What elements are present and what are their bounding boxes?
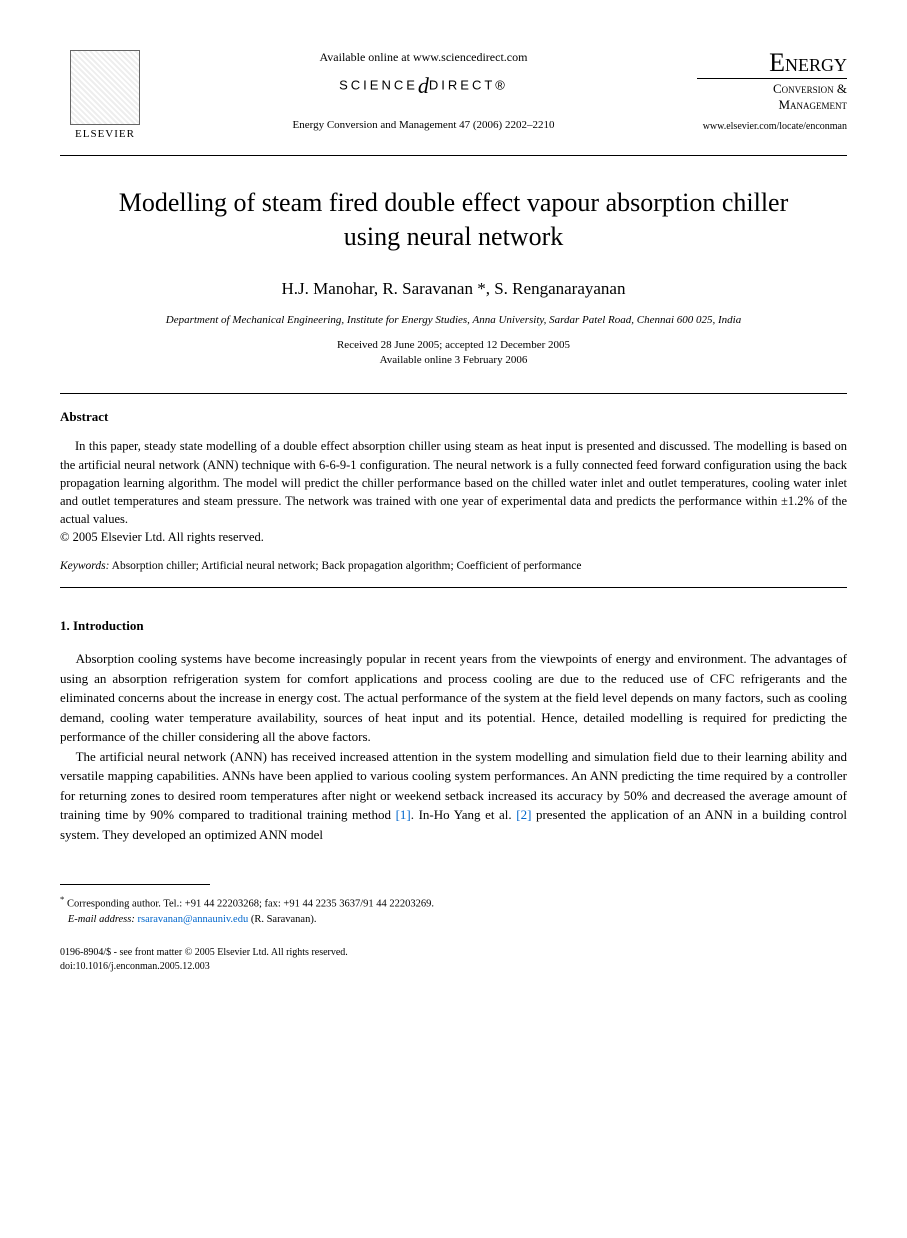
dates-block: Received 28 June 2005; accepted 12 Decem… [60, 338, 847, 369]
footnote-divider [60, 884, 210, 885]
journal-logo-block: Energy Conversion & Management www.elsev… [697, 50, 847, 132]
header-row: ELSEVIER Available online at www.science… [60, 50, 847, 140]
journal-url: www.elsevier.com/locate/enconman [697, 121, 847, 132]
footer-line2: doi:10.1016/j.enconman.2005.12.003 [60, 960, 847, 974]
intro-p2-b: . In-Ho Yang et al. [411, 807, 516, 822]
journal-subtitle: Conversion & Management [697, 78, 847, 113]
online-date: Available online 3 February 2006 [380, 354, 528, 366]
elsevier-logo: ELSEVIER [60, 50, 150, 140]
footer-line1: 0196-8904/$ - see front matter © 2005 El… [60, 946, 847, 960]
intro-heading: 1. Introduction [60, 618, 847, 634]
elsevier-tree-icon [70, 50, 140, 125]
keywords-text: Absorption chiller; Artificial neural ne… [109, 560, 581, 572]
corresponding-text: Corresponding author. Tel.: +91 44 22203… [67, 899, 434, 910]
journal-reference: Energy Conversion and Management 47 (200… [170, 119, 677, 131]
intro-paragraph-1: Absorption cooling systems have become i… [60, 649, 847, 747]
science-direct-logo: SCIENCEdDIRECT® [170, 73, 677, 99]
reference-link-1[interactable]: [1] [396, 807, 411, 822]
received-date: Received 28 June 2005; accepted 12 Decem… [337, 339, 570, 351]
keywords-line: Keywords: Absorption chiller; Artificial… [60, 560, 847, 572]
abstract-heading: Abstract [60, 409, 847, 425]
paper-title: Modelling of steam fired double effect v… [100, 186, 807, 254]
email-label: E-mail address: [68, 914, 135, 925]
footer-meta: 0196-8904/$ - see front matter © 2005 El… [60, 946, 847, 974]
available-online-text: Available online at www.sciencedirect.co… [170, 50, 677, 65]
email-suffix: (R. Saravanan). [248, 914, 316, 925]
sd-post: DIRECT® [429, 77, 508, 92]
center-header: Available online at www.sciencedirect.co… [150, 50, 697, 131]
reference-link-2[interactable]: [2] [516, 807, 531, 822]
email-line: E-mail address: rsaravanan@annauniv.edu … [60, 912, 847, 928]
corresponding-author-line: * Corresponding author. Tel.: +91 44 222… [60, 893, 847, 912]
footnote-block: * Corresponding author. Tel.: +91 44 222… [60, 893, 847, 928]
abstract-copyright: © 2005 Elsevier Ltd. All rights reserved… [60, 530, 847, 545]
intro-paragraph-2: The artificial neural network (ANN) has … [60, 747, 847, 845]
affiliation-line: Department of Mechanical Engineering, In… [60, 314, 847, 326]
authors-line: H.J. Manohar, R. Saravanan *, S. Rengana… [60, 279, 847, 299]
abstract-bottom-divider [60, 587, 847, 588]
journal-name: Energy [697, 50, 847, 76]
keywords-label: Keywords: [60, 560, 109, 572]
header-divider [60, 155, 847, 156]
email-link[interactable]: rsaravanan@annauniv.edu [137, 914, 248, 925]
sd-pre: SCIENCE [339, 77, 418, 92]
abstract-text: In this paper, steady state modelling of… [60, 437, 847, 528]
abstract-top-divider [60, 393, 847, 394]
sd-mid: d [418, 73, 429, 98]
journal-sub2: Management [778, 97, 847, 112]
elsevier-label: ELSEVIER [75, 128, 135, 140]
journal-sub1: Conversion & [773, 81, 847, 96]
